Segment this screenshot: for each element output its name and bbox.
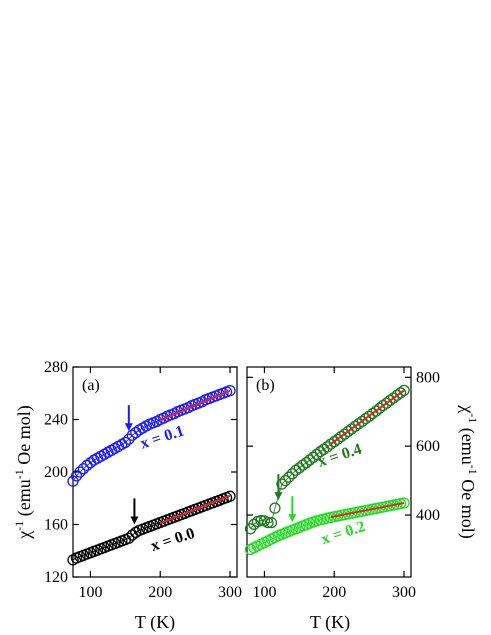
panel-b-series-labels: x = 0.4x = 0.2	[316, 441, 368, 549]
panel-a-ytick-label: 240	[44, 412, 68, 429]
data-point-xx01	[224, 384, 236, 397]
panel-b-ylabel-rest: (emu	[457, 428, 478, 465]
fit-line-xx00	[159, 494, 231, 525]
panel-b-xlabel: T (K)	[310, 612, 350, 633]
panel-a-ylabel: χ-1 (emu-1 Oe mol)	[12, 405, 35, 539]
data-point-xx04	[255, 514, 267, 527]
panel-b-xtick-label: 300	[392, 584, 416, 601]
data-point-xx01	[70, 470, 83, 482]
panel-b-ylabel-chi: χ	[458, 404, 478, 413]
data-point-xx04	[283, 471, 295, 483]
panel-a-ylabel-sup2: -1	[12, 469, 26, 479]
data-point-xx04	[276, 478, 288, 490]
panel-a-ylabel-chi: χ	[14, 531, 34, 540]
panel-a: x = 0.1x = 0.0 100 200 300 120 160 200 240 280…	[12, 359, 242, 633]
data-point-xx04	[394, 387, 407, 399]
panel-b-xtick-label: 200	[322, 584, 346, 601]
panel-b-ytick-label: 800	[416, 369, 440, 386]
panel-a-xticks: 100 200 300	[78, 367, 242, 601]
data-point-xx01	[77, 463, 90, 475]
data-point-xx04	[300, 457, 312, 469]
panel-b-ytick-label: 400	[416, 507, 440, 524]
panel-a-ytick-label: 280	[44, 359, 68, 376]
panel-b-xticks: 100 200 300	[252, 367, 416, 601]
data-point-xx01	[119, 436, 131, 449]
data-point-xx04	[286, 468, 299, 480]
panel-a-ytick-label: 120	[44, 569, 68, 586]
data-point-xx04	[269, 502, 281, 514]
panel-a-ytick-label: 200	[44, 464, 68, 481]
panel-b-tag: (b)	[256, 377, 275, 394]
svg-text:χ-1 (emu-1 Oe mol): χ-1 (emu-1 Oe mol)	[457, 404, 480, 538]
data-point-xx04	[279, 474, 292, 487]
panel-a-fits	[159, 389, 231, 525]
data-point-xx04	[398, 384, 410, 397]
data-point-xx00	[123, 532, 135, 544]
panel-a-ytick-label: 160	[44, 517, 68, 534]
panel-b: x = 0.4x = 0.2 100 200 300 400 600 800 (b) T…	[244, 366, 480, 633]
panel-a-xlabel: T (K)	[135, 612, 175, 633]
panel-b-arrows	[274, 474, 297, 523]
panel-b-xtick-label: 100	[252, 584, 276, 601]
panel-b-ylabel: χ-1 (emu-1 Oe mol)	[457, 404, 480, 538]
panel-a-tag: (a)	[82, 377, 100, 394]
data-point-xx04	[304, 454, 316, 466]
data-point-xx01	[123, 433, 135, 445]
panel-a-ylabel-rest: (emu	[14, 479, 35, 516]
data-point-xx04	[248, 518, 260, 530]
panel-a-ylabel-sup: -1	[12, 521, 26, 531]
panel-b-ylabel-sup: -1	[466, 413, 480, 423]
fit-line-xx04	[330, 389, 405, 445]
data-point-xx04	[262, 516, 274, 529]
data-point-xx00	[224, 490, 236, 502]
panel-b-ylabel-sup2: -1	[466, 465, 480, 475]
panel-a-yticks: 120 160 200 240 280	[44, 359, 237, 586]
panel-a-xtick-label: 300	[218, 584, 242, 601]
svg-text:χ-1 (emu-1 Oe mol): χ-1 (emu-1 Oe mol)	[12, 405, 35, 539]
fit-line-xx01	[159, 389, 231, 422]
panel-b-fits	[330, 389, 405, 519]
panel-a-ylabel-end: Oe mol)	[14, 405, 35, 464]
panel-b-frame	[246, 366, 412, 578]
panel-a-arrows	[124, 405, 139, 525]
panel-a-series-labels: x = 0.1x = 0.0	[138, 422, 197, 554]
data-point-xx04	[370, 405, 382, 417]
panel-a-points	[67, 384, 236, 566]
panel-a-xtick-label: 100	[78, 584, 102, 601]
panel-b-ytick-label: 600	[416, 438, 440, 455]
panel-b-yticks: 400 600 800	[247, 369, 440, 524]
panel-b-ylabel-end: Oe mol)	[457, 479, 478, 538]
data-point-xx04	[265, 516, 278, 529]
data-point-xx04	[307, 451, 319, 463]
panel-a-xtick-label: 200	[148, 584, 172, 601]
fit-line-xx02	[330, 502, 405, 519]
